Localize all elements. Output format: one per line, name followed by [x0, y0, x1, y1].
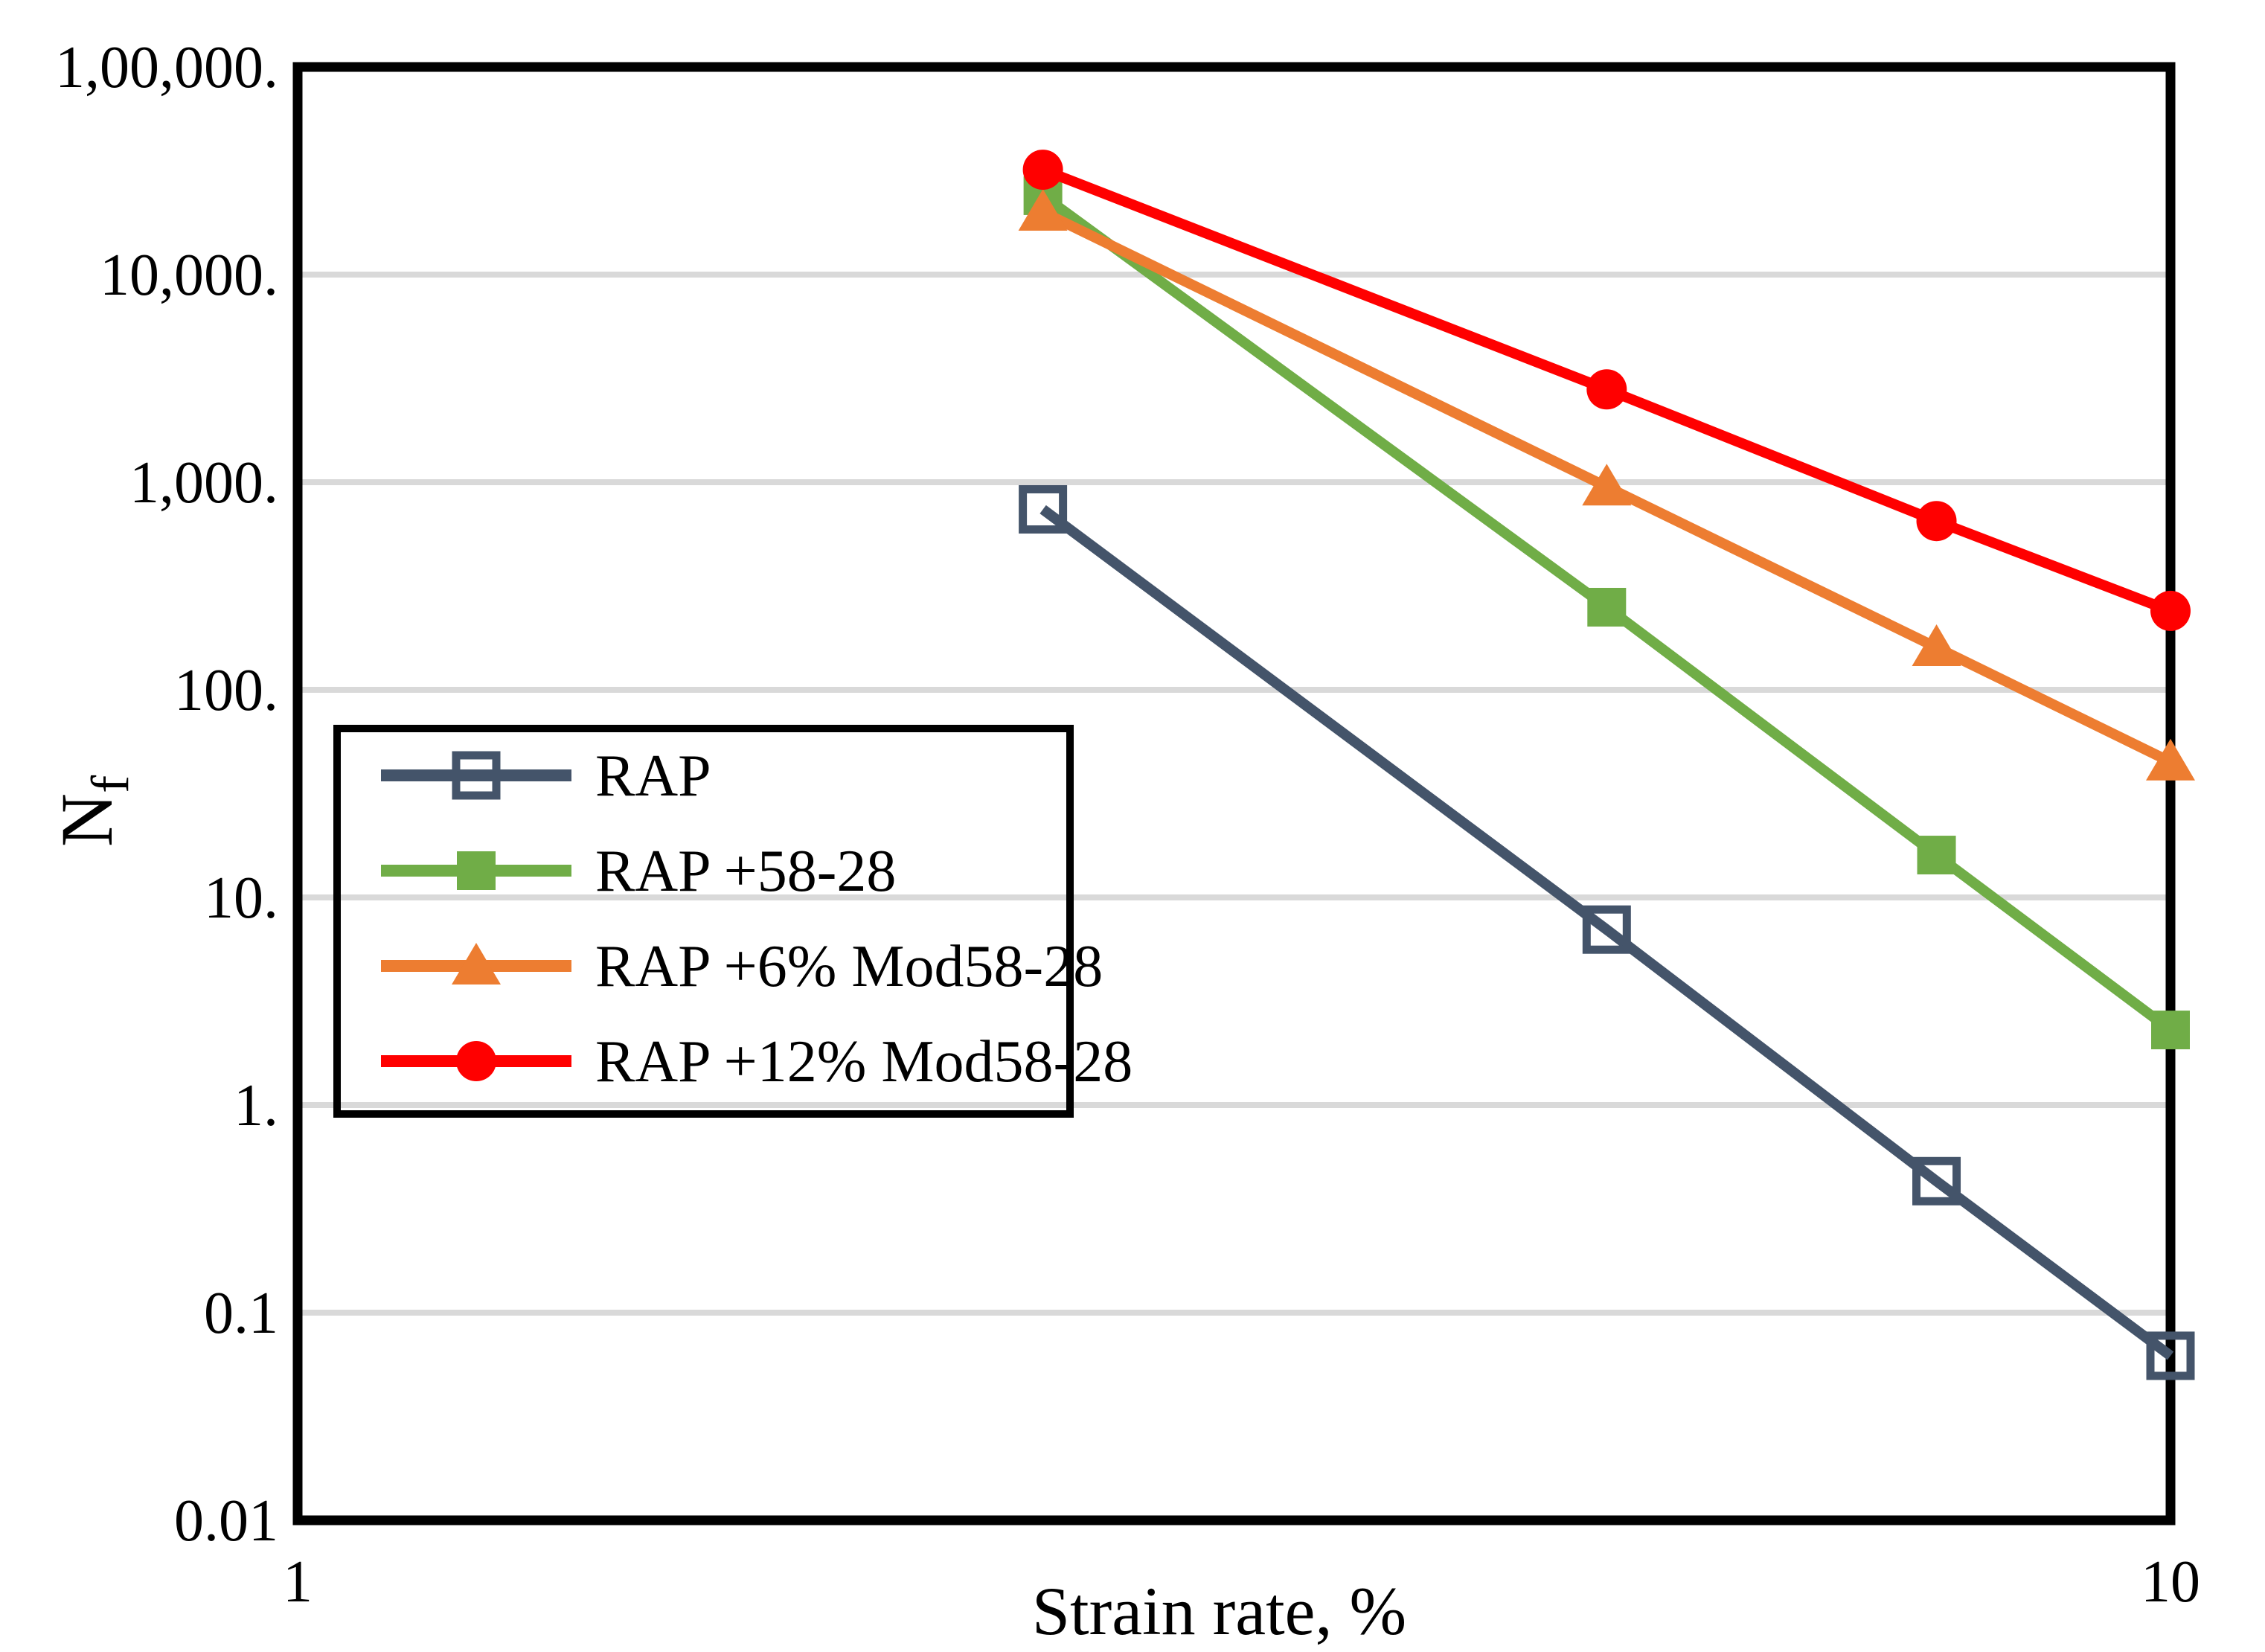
y-tick-label: 10,000.: [100, 243, 278, 308]
y-tick-label: 1,000.: [129, 450, 278, 516]
x-axis-title: Strain rate, %: [1032, 1573, 1406, 1649]
legend-label: RAP +12% Mod58-28: [595, 1029, 1132, 1095]
x-tick-label: 1: [283, 1549, 313, 1615]
legend-marker-square-icon: [457, 851, 496, 890]
legend-label: RAP +6% Mod58-28: [595, 934, 1103, 999]
data-point-circle-icon: [1022, 150, 1063, 191]
data-point-triangle-icon: [1582, 464, 1632, 506]
y-tick-label: 100.: [174, 658, 278, 723]
series-line-rap-6-mod58-28: [1040, 207, 2173, 767]
y-tick-label: 1.: [234, 1073, 278, 1139]
y-axis-title: Nf: [45, 775, 140, 847]
plot-border: [292, 62, 2176, 1525]
data-point-square-open-icon: [1019, 484, 1068, 534]
y-tick-label: 1,00,000.: [55, 35, 278, 100]
legend-marker-triangle-icon: [452, 943, 501, 985]
data-point-square-icon: [1587, 587, 1627, 627]
y-tick-label: 0.01: [174, 1488, 278, 1554]
data-point-square-icon: [1917, 836, 1956, 875]
data-point-square-open-icon: [2146, 1331, 2195, 1380]
legend-marker-circle-icon: [456, 1041, 496, 1081]
series-line-rap-12-mod58-28: [1041, 164, 2173, 616]
data-point-square-open-icon: [1912, 1156, 1961, 1206]
data-point-circle-icon: [1916, 501, 1957, 542]
data-point-circle-icon: [2150, 590, 2191, 631]
legend-marker-square-open-icon: [452, 751, 501, 800]
y-tick-label: 10.: [204, 865, 278, 931]
legend-label: RAP: [595, 743, 711, 809]
data-point-triangle-icon: [1018, 189, 1068, 231]
series-line-rap-58-28: [1039, 191, 2174, 1034]
legend-box: [333, 725, 1074, 1118]
data-point-triangle-icon: [2146, 738, 2195, 781]
data-point-circle-icon: [1586, 369, 1627, 410]
series-line-rap: [1039, 505, 2174, 1360]
legend-label: RAP +58-28: [595, 839, 896, 904]
x-tick-label: 10: [2141, 1549, 2200, 1615]
y-tick-label: 0.1: [204, 1281, 278, 1346]
data-point-triangle-icon: [1912, 624, 1961, 667]
data-point-square-open-icon: [1582, 905, 1631, 954]
data-point-square-icon: [2151, 1011, 2190, 1050]
